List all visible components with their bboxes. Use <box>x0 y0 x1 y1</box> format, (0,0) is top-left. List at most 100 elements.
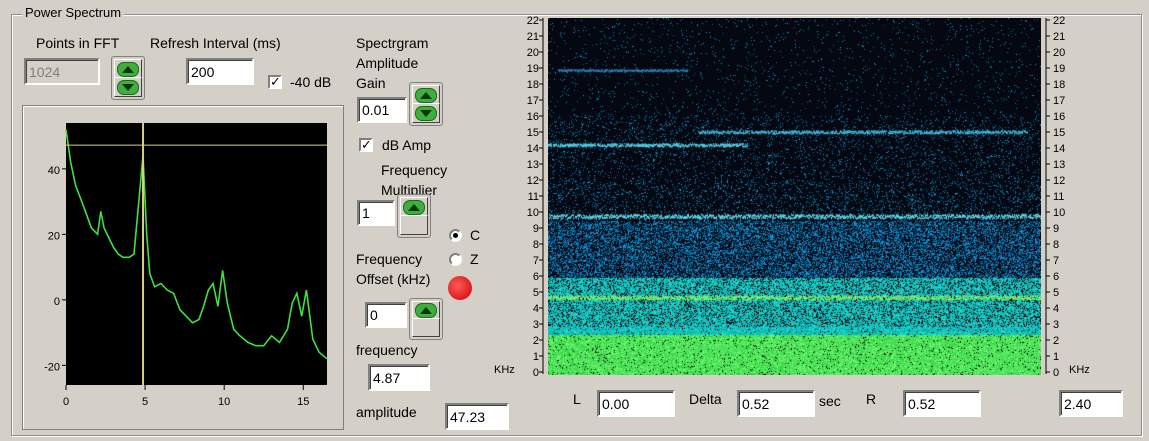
minus40-label: -40 dB <box>290 74 332 90</box>
power-spectrum-group <box>11 14 1142 436</box>
spectrogram-image[interactable] <box>548 18 1041 375</box>
spectrogram-tick-label: 3 <box>1053 319 1059 331</box>
spectrogram-tick-label: 21 <box>527 31 539 43</box>
y-tick-label: 40 <box>48 165 60 177</box>
freqmult-down-button[interactable] <box>400 215 428 235</box>
spectrogram-tick-label: 2 <box>533 335 539 347</box>
offset-label-1: Frequency <box>356 251 423 267</box>
amplitude-label: amplitude <box>356 404 417 420</box>
spectrogram-tick-label: 17 <box>1053 95 1065 107</box>
spectrogram-tick-label: 18 <box>527 79 539 91</box>
spectrogram-unit-left: KHz <box>494 364 515 376</box>
spectrogram-tick-label: 1 <box>1053 351 1059 363</box>
spectrogram-tick-label: 13 <box>527 159 539 171</box>
gain-label-1: Spectrgram <box>356 35 429 51</box>
spectrogram-tick-label: 7 <box>1053 255 1059 267</box>
spectrogram-tick-label: 22 <box>1053 15 1065 27</box>
group-title: Power Spectrum <box>22 5 125 21</box>
delta-label: Delta <box>689 391 722 407</box>
fft-label: Points in FFT <box>36 35 120 51</box>
arrow-up-icon <box>122 65 134 73</box>
spectrogram-tick-label: 10 <box>527 207 539 219</box>
spectrogram-tick-label: 15 <box>1053 127 1065 139</box>
spectrogram-tick-label: 6 <box>533 271 539 283</box>
minus40-checkbox[interactable]: ✓ <box>268 74 282 89</box>
x-tick-label: 15 <box>297 396 309 408</box>
dbamp-checkbox[interactable]: ✓ <box>359 137 373 152</box>
spectrogram-tick-label: 19 <box>1053 63 1065 75</box>
freqmult-up-button[interactable] <box>400 197 428 217</box>
gain-input[interactable] <box>357 97 407 123</box>
refresh-label: Refresh Interval (ms) <box>150 35 281 51</box>
spectrogram-tick-label: 4 <box>1053 303 1059 315</box>
arrow-down-icon <box>420 109 432 117</box>
arrow-down-icon <box>122 83 134 91</box>
spectrogram-tick-label: 19 <box>527 63 539 75</box>
spectrogram-tick-label: 1 <box>533 351 539 363</box>
freqmult-stepper[interactable] <box>397 194 431 238</box>
record-indicator-icon[interactable] <box>448 276 472 300</box>
arrow-up-icon <box>420 91 432 99</box>
arrow-up-icon <box>420 307 432 314</box>
y-tick-label: 20 <box>48 230 60 242</box>
spectrogram-tick-label: 20 <box>527 47 539 59</box>
spectrogram-tick-label: 10 <box>1053 207 1065 219</box>
spectrogram-tick-label: 17 <box>527 95 539 107</box>
amplitude-readout[interactable] <box>445 403 509 430</box>
spectrogram-tick-label: 16 <box>527 111 539 123</box>
cursor-r-input[interactable] <box>903 390 981 417</box>
fft-up-button[interactable] <box>114 59 142 79</box>
spectrogram-tick-label: 18 <box>1053 79 1065 91</box>
spectrogram-tick-label: 4 <box>533 303 539 315</box>
gain-label-3: Gain <box>356 75 386 91</box>
offset-input[interactable] <box>365 302 407 328</box>
fft-down-button[interactable] <box>114 77 142 97</box>
spectrogram-tick-label: 7 <box>533 255 539 267</box>
spectrogram-tick-label: 8 <box>1053 239 1059 251</box>
gain-stepper[interactable] <box>409 82 443 126</box>
spectrogram-tick-label: 9 <box>533 223 539 235</box>
arrow-up-icon <box>408 203 420 211</box>
spectrogram-tick-label: 0 <box>1053 367 1059 379</box>
freqmult-input[interactable] <box>357 200 395 226</box>
spectrum-trace <box>65 129 328 360</box>
end-time-input[interactable] <box>1059 390 1123 417</box>
frequency-readout[interactable] <box>368 364 430 391</box>
offset-down-button[interactable] <box>412 318 440 337</box>
spectrogram-tick-label: 16 <box>1053 111 1065 123</box>
fft-points-input[interactable] <box>24 58 100 85</box>
y-tick-label: -20 <box>44 361 60 373</box>
cursor-l-input[interactable] <box>597 390 675 417</box>
spectrogram-tick-label: 13 <box>1053 159 1065 171</box>
mode-z-label: Z <box>470 251 479 267</box>
spectrogram-unit-right: KHz <box>1069 364 1090 376</box>
spectrogram-tick-label: 14 <box>527 143 539 155</box>
spectrogram-tick-label: 20 <box>1053 47 1065 59</box>
plot-area <box>66 123 327 385</box>
x-tick-label: 0 <box>63 396 69 408</box>
gain-up-button[interactable] <box>412 85 440 105</box>
fft-points-stepper[interactable] <box>111 56 145 100</box>
spectrogram-tick-label: 12 <box>1053 175 1065 187</box>
offset-stepper[interactable] <box>409 298 443 340</box>
spectrum-plot-panel <box>22 105 344 430</box>
spectrogram-tick-label: 5 <box>1053 287 1059 299</box>
gain-label-2: Amplitude <box>356 55 419 71</box>
spectrogram-tick-label: 3 <box>533 319 539 331</box>
freqmult-label-1: Frequency <box>381 162 448 178</box>
spectrogram-tick-label: 11 <box>528 191 539 203</box>
gain-down-button[interactable] <box>412 103 440 123</box>
delta-input[interactable] <box>737 390 815 417</box>
refresh-interval-input[interactable] <box>186 58 254 85</box>
mode-c-radio[interactable] <box>449 229 462 242</box>
cursor-r-label: R <box>866 391 877 407</box>
spectrogram-tick-label: 9 <box>1053 223 1059 235</box>
spectrogram-tick-label: 22 <box>527 15 539 27</box>
spectrum-chart[interactable]: 40 20 0 -20 0 5 10 15 <box>22 105 342 428</box>
mode-z-radio[interactable] <box>449 253 462 266</box>
dbamp-label: dB Amp <box>382 137 432 153</box>
spectrogram-tick-label: 0 <box>533 367 539 379</box>
spectrogram-tick-label: 6 <box>1053 271 1059 283</box>
spectrogram-tick-label: 11 <box>1053 191 1064 203</box>
